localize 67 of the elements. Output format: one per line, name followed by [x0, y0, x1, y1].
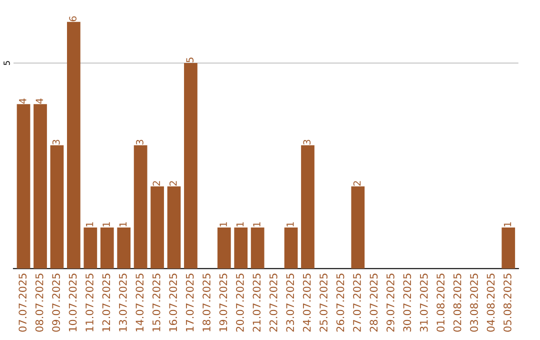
bar: [351, 186, 365, 269]
x-tick-label: 28.07.2025: [370, 274, 378, 332]
x-tick-label: 29.07.2025: [386, 274, 394, 332]
bar: [84, 227, 98, 269]
data-label: 5: [186, 58, 194, 62]
data-label: 1: [220, 222, 227, 226]
x-tick-label: 21.07.2025: [252, 274, 261, 332]
bar: [67, 22, 80, 269]
x-tick-label: 13.07.2025: [118, 274, 127, 332]
ref-line-label: 5: [4, 61, 10, 66]
bar: [234, 227, 248, 269]
data-label: 1: [102, 222, 110, 226]
bar: [100, 227, 114, 269]
data-label: 3: [303, 140, 311, 145]
x-tick-label: 04.08.2025: [486, 274, 495, 332]
bar: [301, 145, 314, 269]
data-label: 1: [504, 222, 512, 226]
x-tick-label: 07.07.2025: [18, 274, 27, 332]
x-tick-label: 20.07.2025: [236, 274, 244, 332]
x-tick-label: 22.07.2025: [269, 274, 278, 332]
data-label: 3: [136, 140, 144, 145]
x-tick-label: 02.08.2025: [453, 274, 462, 332]
bar: [217, 227, 231, 269]
bar: [284, 227, 298, 269]
bar: [502, 227, 516, 269]
x-tick-label: 10.07.2025: [68, 274, 77, 332]
data-label: 2: [353, 181, 361, 186]
bar: [50, 145, 64, 269]
data-label: 1: [253, 222, 260, 226]
x-tick-label: 23.07.2025: [286, 274, 294, 332]
data-label: 1: [286, 222, 294, 226]
bar: [184, 63, 198, 269]
x-tick-label: 24.07.2025: [302, 274, 311, 332]
x-tick-label: 01.08.2025: [436, 274, 445, 332]
x-tick-label: 19.07.2025: [219, 274, 228, 332]
bar: [250, 227, 264, 269]
bar: [117, 227, 131, 269]
x-tick-label: 17.07.2025: [186, 274, 194, 332]
x-tick-label: 05.08.2025: [504, 274, 512, 332]
data-label: 1: [236, 222, 244, 226]
x-tick-label: 26.07.2025: [336, 274, 344, 332]
data-label: 1: [86, 222, 94, 226]
x-tick-label: 31.07.2025: [420, 274, 428, 332]
bar: [134, 145, 148, 269]
data-label: 3: [52, 140, 60, 145]
x-tick-label: 09.07.2025: [52, 274, 60, 332]
x-tick-label: 16.07.2025: [169, 274, 178, 332]
x-tick-label: 11.07.2025: [86, 274, 94, 332]
data-label: 2: [152, 181, 160, 186]
data-label: 4: [19, 98, 26, 104]
x-tick-label: 12.07.2025: [102, 274, 110, 332]
data-label: 4: [36, 98, 43, 104]
x-tick-label: 14.07.2025: [136, 274, 144, 332]
data-label: 1: [119, 222, 127, 226]
x-tick-label: 27.07.2025: [353, 274, 361, 332]
bar: [34, 104, 47, 269]
x-tick-label: 08.07.2025: [35, 274, 44, 332]
x-tick-label: 25.07.2025: [320, 274, 328, 332]
data-label: 2: [169, 181, 177, 186]
bar: [16, 104, 30, 269]
x-tick-label: 03.08.2025: [470, 274, 478, 332]
bar: [150, 186, 164, 269]
data-label: 6: [69, 16, 77, 22]
x-tick-label: 15.07.2025: [152, 274, 160, 332]
x-tick-label: 18.07.2025: [202, 274, 210, 332]
x-tick-label: 30.07.2025: [403, 274, 412, 332]
bar: [167, 186, 181, 269]
